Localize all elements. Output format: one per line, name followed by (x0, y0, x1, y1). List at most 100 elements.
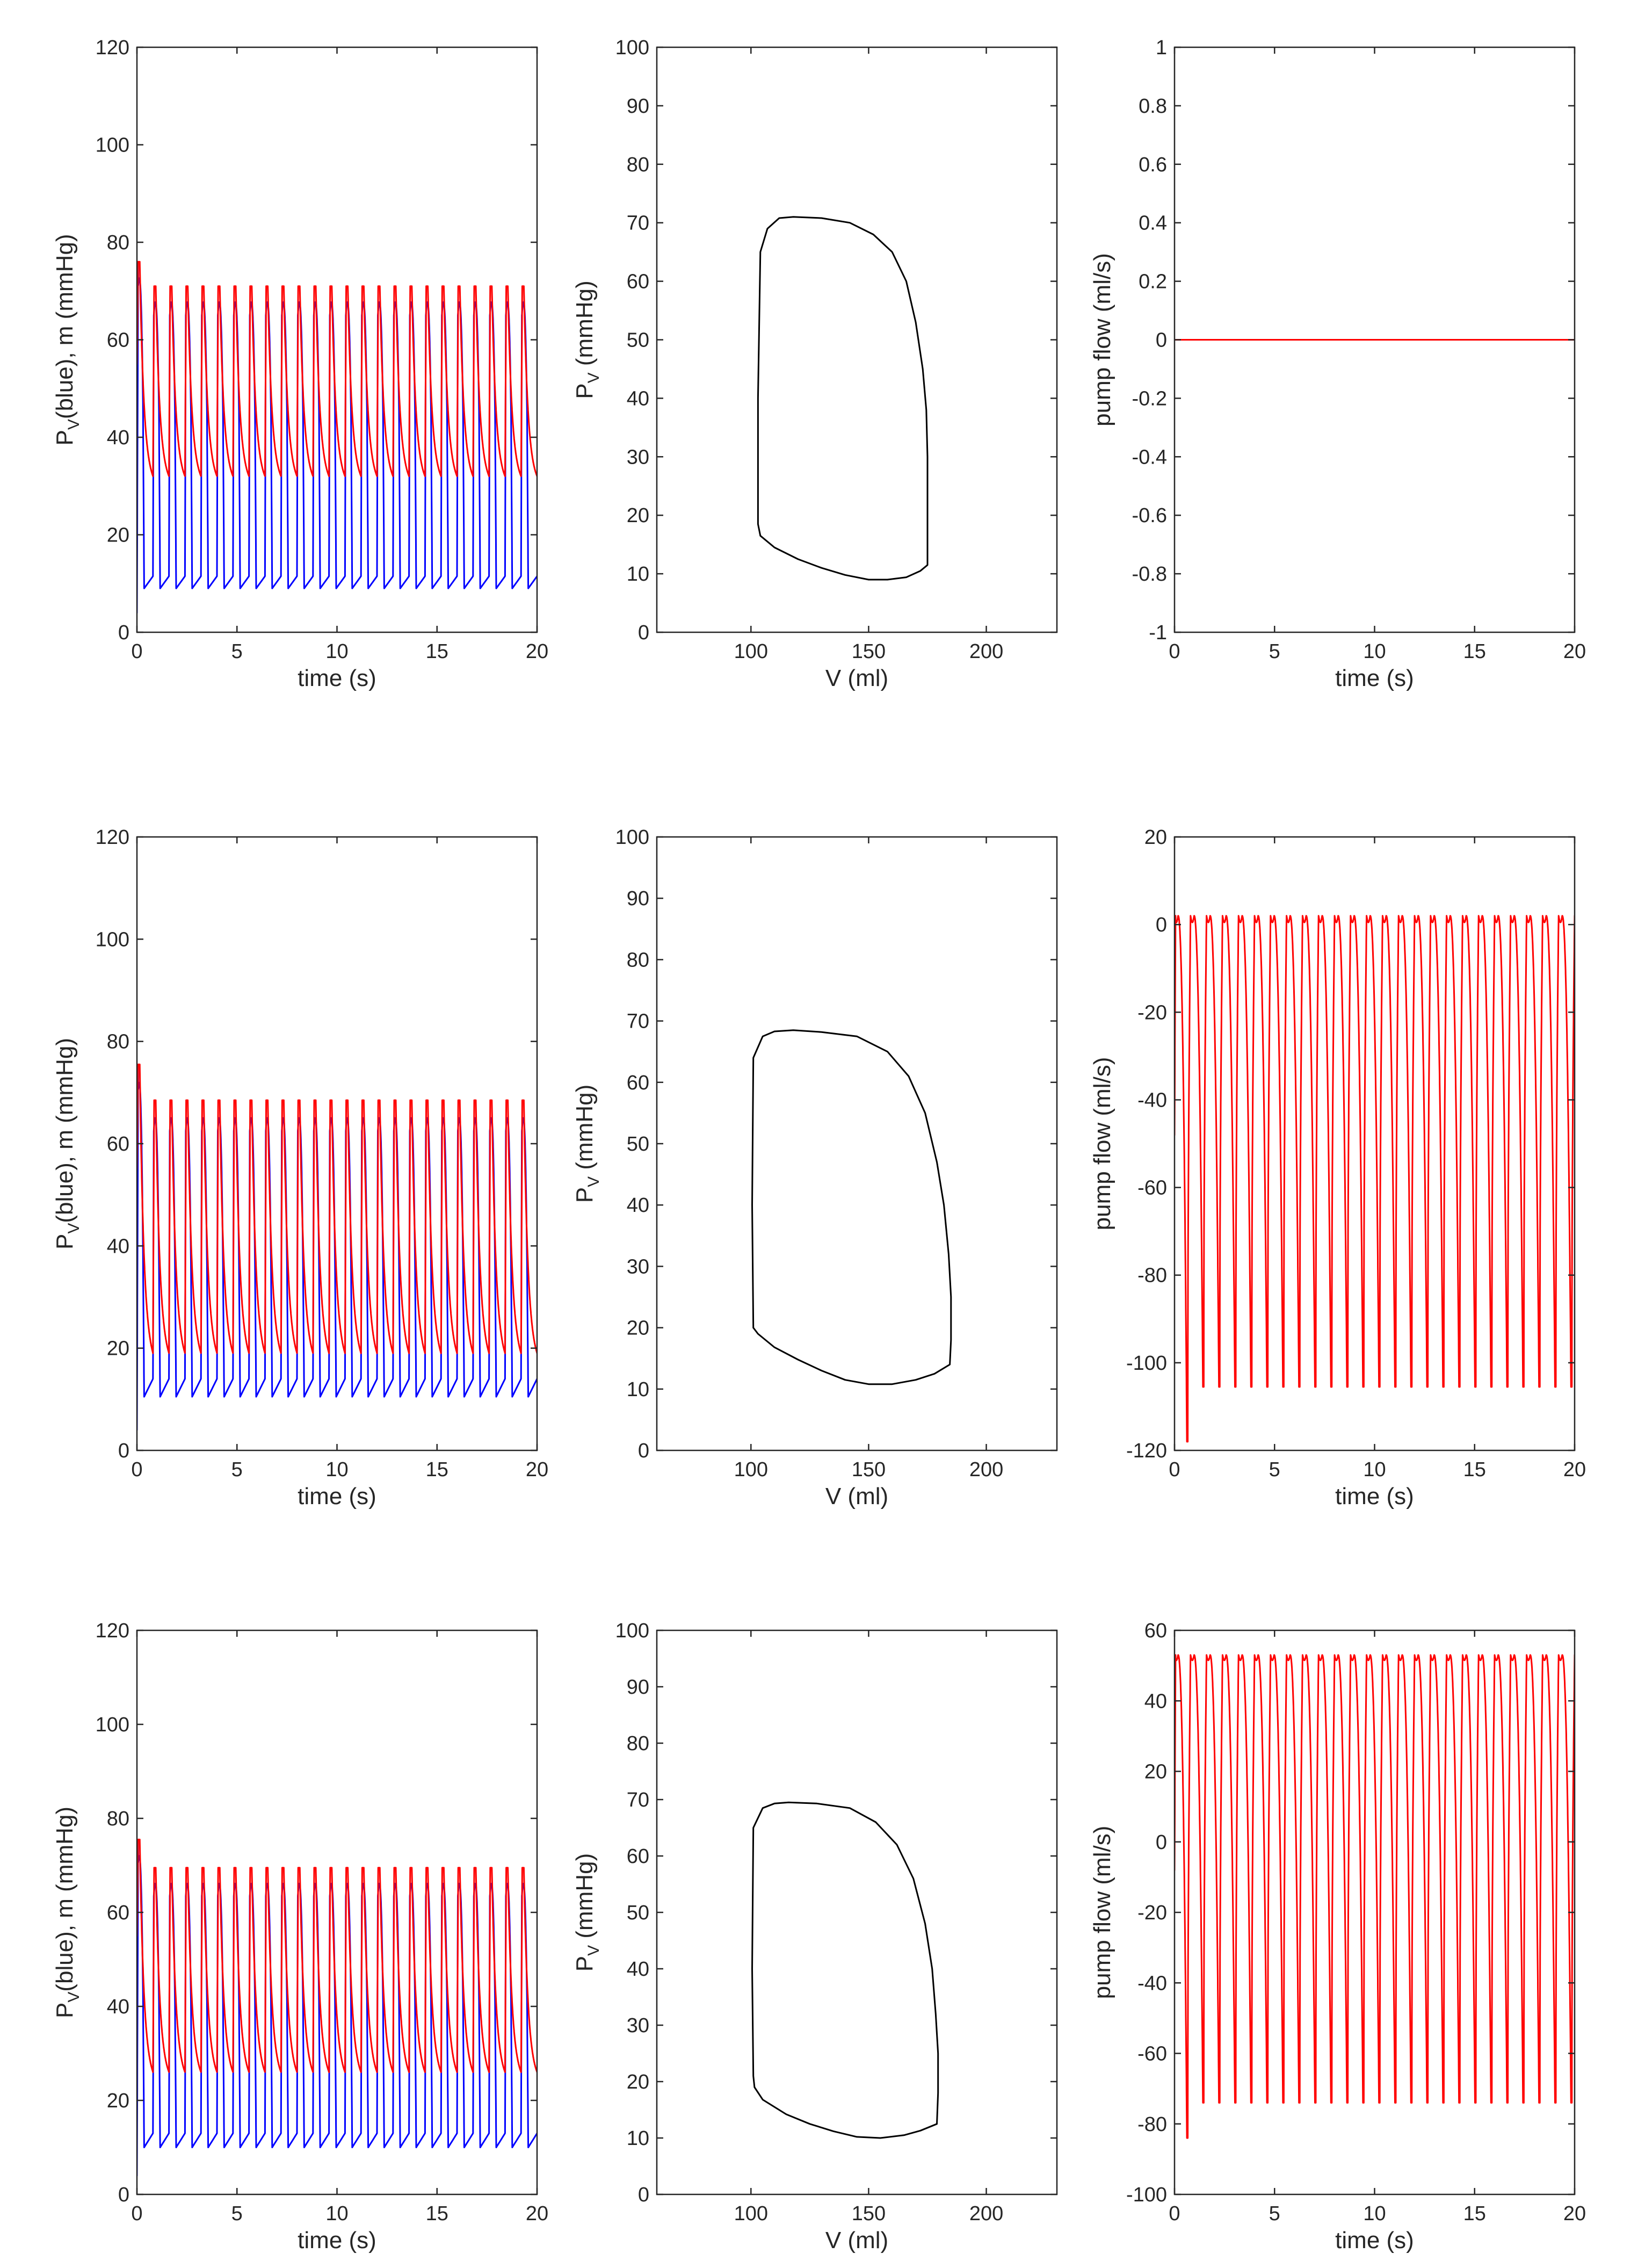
chart-r3c3: -100 -80 -60 -40 -20 0 20 40 60 0 5 10 15 20 time (s) p… (1089, 1620, 1586, 2253)
y-tick-label: 0 (1156, 1831, 1167, 1854)
plot-area (1175, 915, 1575, 1443)
series-line-pv-loop (757, 216, 929, 581)
series-line-pv-loop (751, 1801, 939, 2139)
y-axis-label: PV (mmHg) (571, 1085, 603, 1203)
y-tick-label: -80 (1137, 1265, 1167, 1287)
x-tick-label: 20 (1563, 640, 1586, 663)
y-tick-label: 60 (627, 1845, 649, 1868)
x-axis-label: V (ml) (825, 665, 888, 691)
plot-area (757, 216, 929, 581)
x-tick-label: 10 (1363, 2202, 1386, 2225)
y-tick-label: 90 (627, 887, 649, 910)
y-tick-label: 20 (627, 1317, 649, 1340)
plot-area (137, 1838, 537, 2177)
y-tick-label: -40 (1137, 1972, 1167, 1995)
chart-r2c1: 0 20 40 60 80 100 120 0 5 10 15 20 time (s) PV(blue),… (52, 826, 548, 1509)
x-tick-label: 10 (1363, 640, 1386, 663)
x-tick-label: 10 (325, 640, 348, 663)
x-tick-label: 0 (1169, 1458, 1180, 1481)
x-tick-label: 5 (1269, 1458, 1280, 1481)
y-tick-label: 40 (1144, 1690, 1167, 1713)
y-tick-label: 60 (627, 1072, 649, 1094)
y-tick-label: 0 (1156, 329, 1167, 352)
y-axis-label: PV(blue), m (mmHg) (52, 1807, 83, 2018)
x-tick-label: 20 (526, 640, 548, 663)
y-axis-label: pump flow (ml/s) (1089, 253, 1115, 427)
y-tick-label: 70 (627, 1010, 649, 1033)
y-tick-label: 40 (107, 1235, 129, 1258)
x-tick-label: 100 (734, 2202, 768, 2225)
plot-area (751, 1801, 939, 2139)
y-tick-label: 20 (1144, 826, 1167, 849)
y-tick-label: -0.2 (1132, 387, 1167, 410)
y-axis-label: pump flow (ml/s) (1089, 1057, 1115, 1231)
chart-r3c2: 0 10 20 30 40 50 60 70 80 90 100 100 150 200 V (ml) PV … (571, 1620, 1058, 2253)
y-tick-label: -20 (1137, 1001, 1167, 1024)
y-tick-label: 30 (627, 1255, 649, 1278)
x-tick-label: 5 (231, 640, 243, 663)
y-axis-label: PV (mmHg) (571, 1853, 603, 1971)
x-tick-label: 15 (426, 2202, 448, 2225)
y-tick-label: 50 (627, 1133, 649, 1155)
plot-area (137, 1064, 537, 1431)
y-tick-label: 0.4 (1139, 212, 1167, 235)
plot-area (751, 1029, 952, 1385)
x-tick-label: 15 (1463, 2202, 1486, 2225)
chart-r1c1: 0 20 40 60 80 100 120 0 5 10 15 20 time (s) PV(blue),… (52, 37, 548, 691)
y-tick-label: 50 (627, 329, 649, 352)
y-tick-label: 20 (627, 504, 649, 527)
x-tick-label: 200 (969, 640, 1003, 663)
x-axis-label: time (s) (298, 2227, 376, 2253)
x-tick-label: 20 (526, 2202, 548, 2225)
y-tick-label: -100 (1126, 2184, 1167, 2206)
y-tick-label: 10 (627, 563, 649, 586)
y-tick-label: 100 (615, 1620, 649, 1642)
y-tick-label: 120 (96, 826, 129, 849)
y-tick-label: 120 (96, 1620, 129, 1642)
series-line-m (137, 261, 537, 478)
y-tick-label: 30 (627, 446, 649, 468)
y-tick-label: 0 (638, 2184, 649, 2206)
y-tick-label: 60 (107, 329, 129, 352)
series-line-m (137, 1064, 537, 1354)
x-tick-label: 10 (1363, 1458, 1386, 1481)
x-tick-label: 150 (852, 1458, 886, 1481)
y-tick-label: 80 (627, 1732, 649, 1755)
x-tick-label: 100 (734, 640, 768, 663)
y-tick-label: 80 (107, 1031, 129, 1053)
y-tick-label: 0.8 (1139, 95, 1167, 118)
x-tick-label: 15 (1463, 1458, 1486, 1481)
y-axis-label: PV(blue), m (mmHg) (52, 1038, 83, 1249)
y-tick-label: 70 (627, 212, 649, 235)
y-tick-label: 20 (107, 524, 129, 547)
x-tick-label: 5 (231, 1458, 243, 1481)
y-tick-label: 120 (96, 37, 129, 59)
y-tick-label: 100 (96, 928, 129, 951)
y-tick-label: 100 (96, 134, 129, 157)
y-tick-label: 0 (638, 1440, 649, 1462)
chart-r3c1: 0 20 40 60 80 100 120 0 5 10 15 20 time (s) PV(blue),… (52, 1620, 548, 2253)
y-tick-label: -0.4 (1132, 446, 1167, 468)
y-tick-label: -0.6 (1132, 504, 1167, 527)
y-axis-label: pump flow (ml/s) (1089, 1826, 1115, 1999)
x-axis-label: time (s) (298, 1483, 376, 1509)
series-line-pv-loop (751, 1029, 952, 1385)
y-tick-label: 100 (615, 37, 649, 59)
y-tick-label: 0 (638, 622, 649, 644)
x-axis-label: time (s) (1335, 1483, 1414, 1509)
x-axis-label: V (ml) (825, 1483, 888, 1509)
y-tick-label: 10 (627, 2127, 649, 2150)
y-tick-label: 10 (627, 1378, 649, 1401)
y-tick-label: 20 (107, 2090, 129, 2112)
x-tick-label: 10 (325, 1458, 348, 1481)
axes-frame (1173, 1629, 1576, 2195)
x-tick-label: 5 (1269, 2202, 1280, 2225)
x-axis-label: time (s) (1335, 665, 1414, 691)
y-tick-label: -120 (1126, 1440, 1167, 1462)
y-tick-label: 100 (96, 1714, 129, 1736)
y-tick-label: 80 (107, 232, 129, 254)
x-tick-label: 0 (131, 2202, 142, 2225)
y-tick-label: -40 (1137, 1089, 1167, 1111)
x-tick-label: 15 (426, 640, 448, 663)
